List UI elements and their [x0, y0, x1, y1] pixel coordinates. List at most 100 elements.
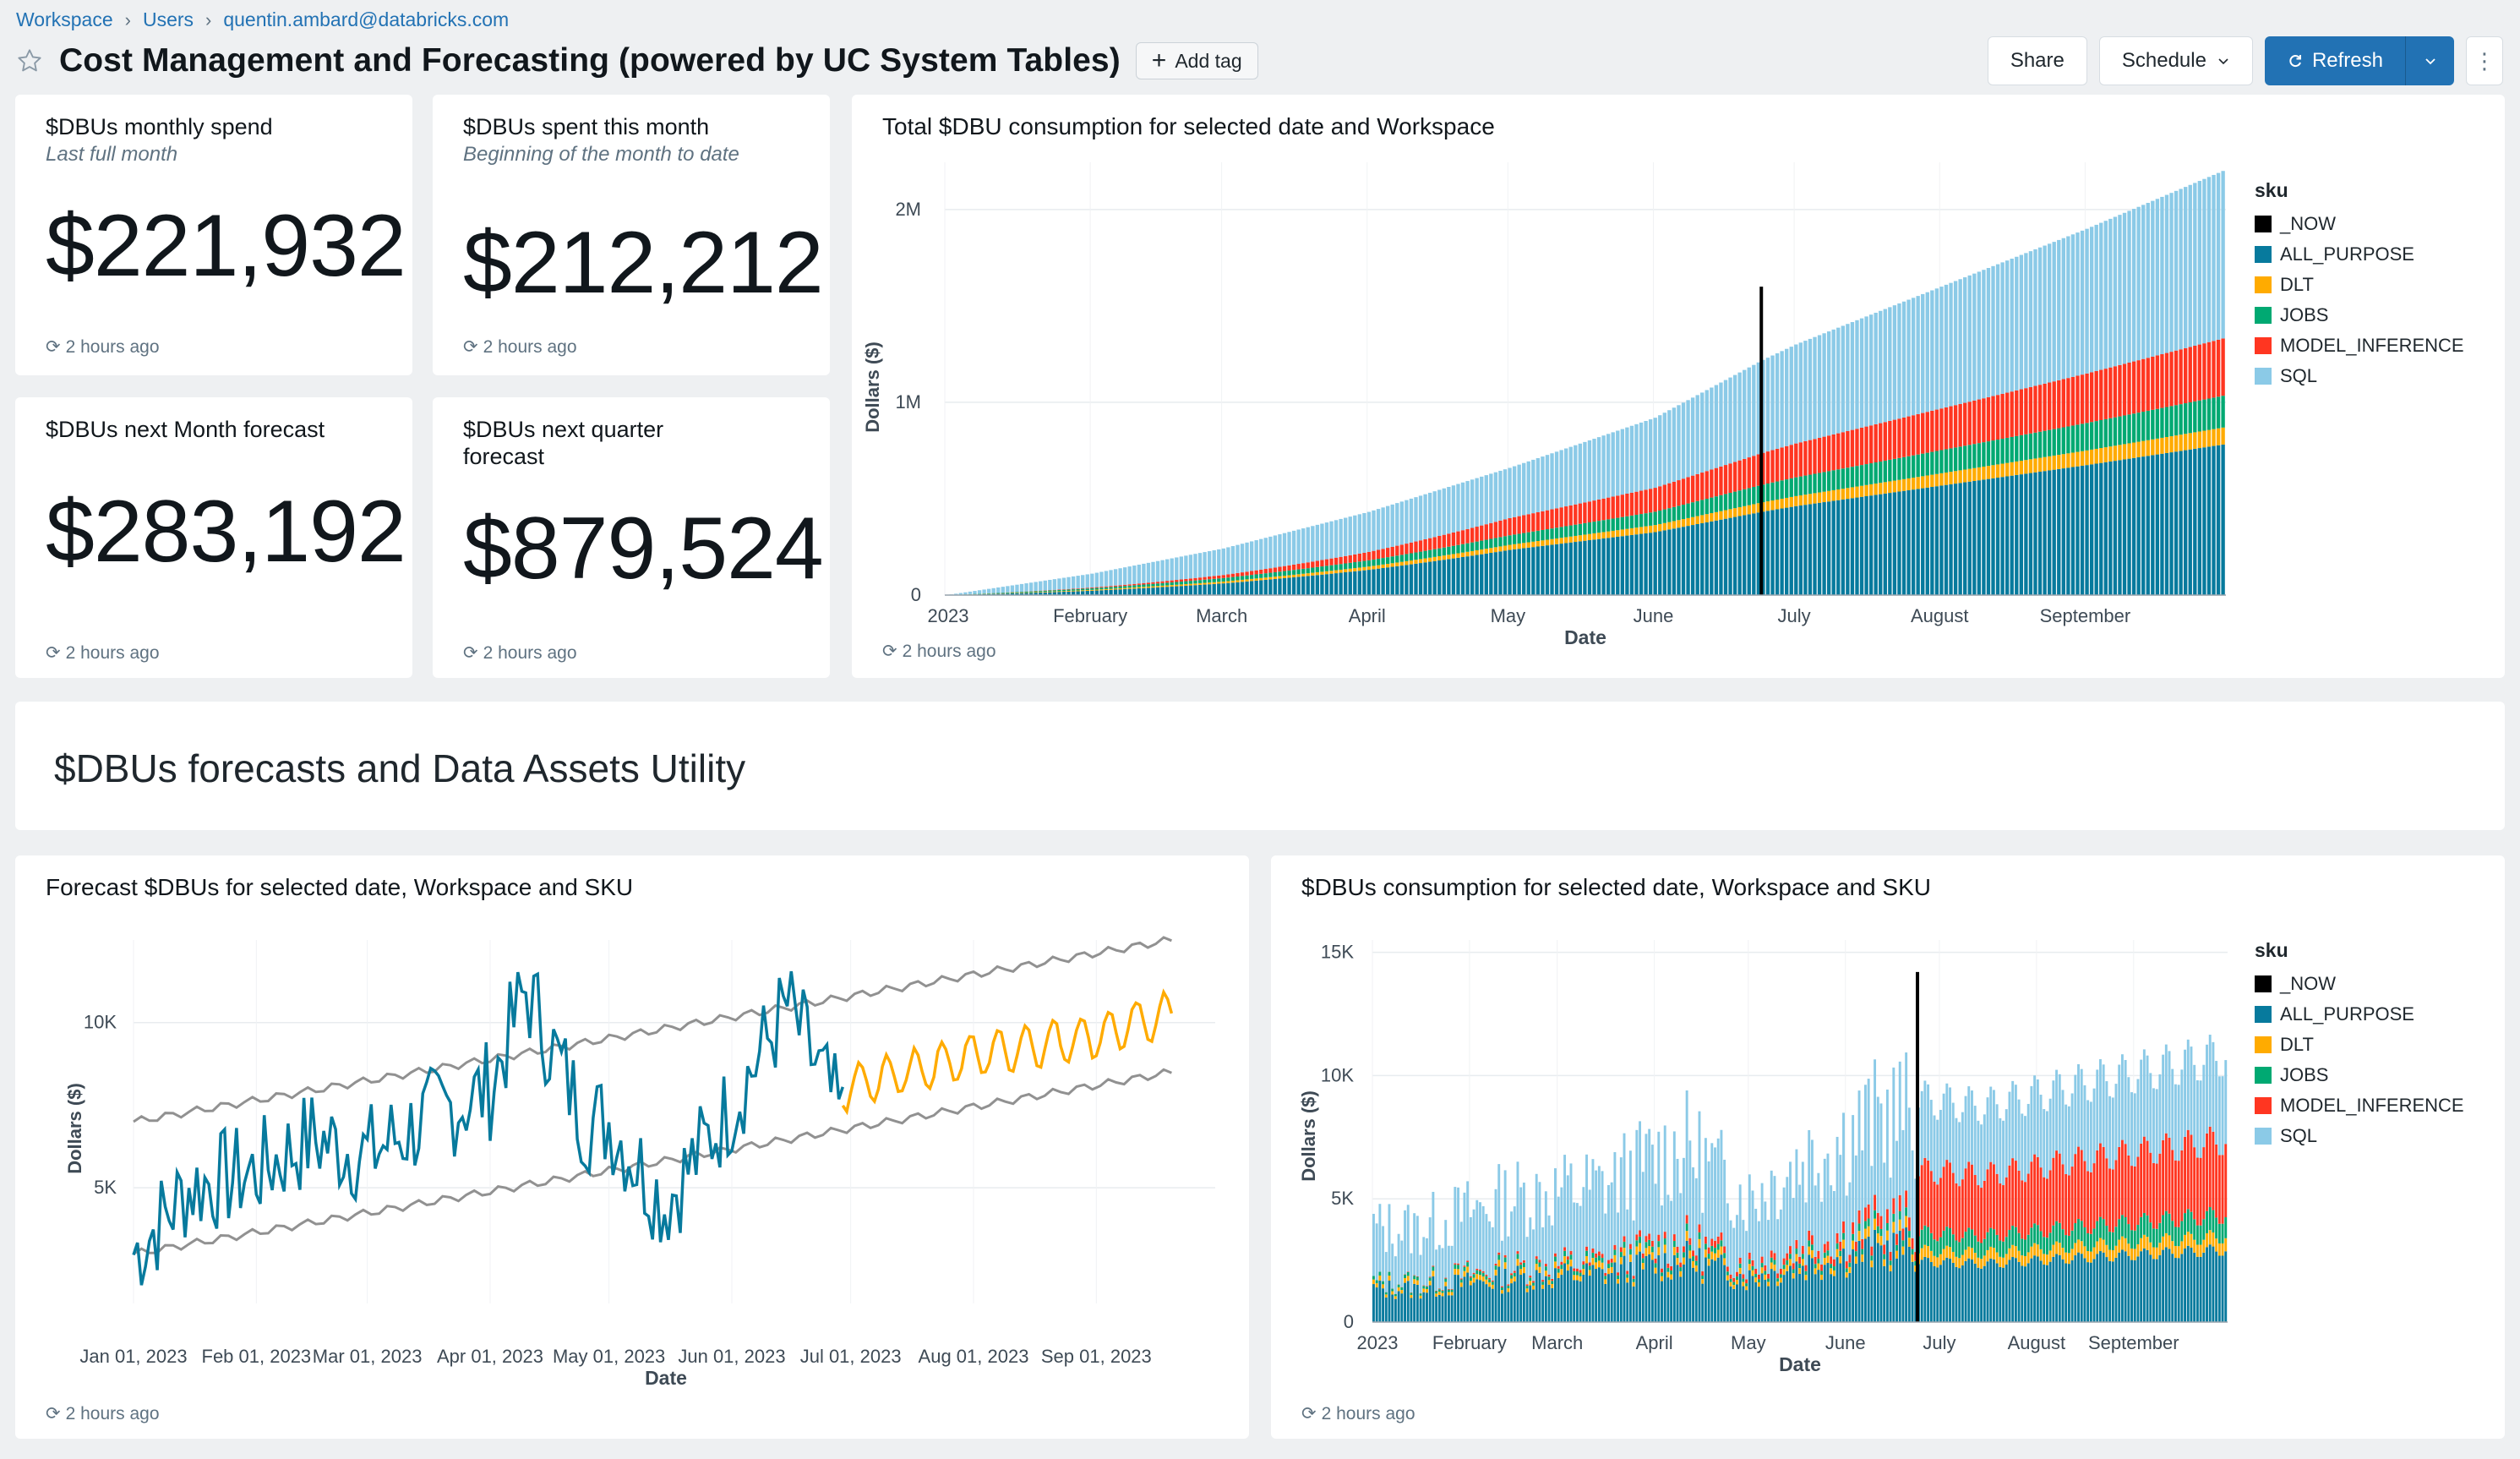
- bar-jobs: [1814, 1264, 1817, 1269]
- bar-sql: [1945, 1083, 1949, 1161]
- bar-jobs: [1748, 1259, 1751, 1265]
- bar-model_inference: [1575, 1268, 1579, 1272]
- bar-model_inference: [1701, 1271, 1705, 1276]
- bar-all_purpose: [1980, 1268, 1983, 1322]
- bar-sql: [1531, 459, 1535, 514]
- bar-all_purpose: [2052, 469, 2056, 595]
- bar-sql: [1470, 479, 1475, 528]
- bar-sql: [1525, 1237, 1529, 1285]
- add-tag-button[interactable]: + Add tag: [1135, 42, 1258, 79]
- bar-dlt: [2085, 450, 2089, 466]
- bar-jobs: [2075, 424, 2080, 452]
- bar-jobs: [1607, 1264, 1610, 1269]
- bar-dlt: [1967, 1246, 1971, 1259]
- bar-sql: [2146, 1055, 2149, 1141]
- bar-sql: [1510, 1211, 1514, 1274]
- x-tick-label: September: [2040, 605, 2131, 626]
- refresh-button[interactable]: Refresh: [2264, 36, 2405, 85]
- bar-model_inference: [1963, 402, 1967, 446]
- bar-jobs: [1874, 1210, 1877, 1219]
- bar-jobs: [1212, 578, 1216, 582]
- bar-dlt: [1870, 1260, 1874, 1268]
- bar-model_inference: [1798, 1256, 1802, 1264]
- bar-all_purpose: [1353, 571, 1357, 595]
- bar-dlt: [2195, 1244, 2199, 1257]
- bar-dlt: [1964, 1249, 1967, 1261]
- schedule-button[interactable]: Schedule: [2098, 36, 2253, 85]
- bar-jobs: [1034, 591, 1038, 593]
- breadcrumb-users[interactable]: Users: [142, 8, 194, 30]
- bar-all_purpose: [1406, 1281, 1410, 1322]
- bar-dlt: [2169, 436, 2174, 453]
- bar-dlt: [1249, 578, 1254, 582]
- bar-model_inference: [1662, 484, 1666, 510]
- bar-sql: [2066, 236, 2070, 379]
- bar-all_purpose: [1532, 1289, 1535, 1322]
- refresh-icon: ⟳: [46, 1404, 61, 1423]
- bar-jobs: [1653, 511, 1657, 526]
- bar-jobs: [1595, 1257, 1598, 1263]
- bar-jobs: [1278, 571, 1282, 576]
- bar-all_purpose: [1081, 591, 1085, 595]
- bar-model_inference: [1423, 538, 1427, 551]
- bar-jobs: [1971, 1229, 1973, 1249]
- bar-dlt: [1366, 566, 1372, 571]
- bar-model_inference: [1986, 1169, 1989, 1232]
- bar-sql: [1493, 472, 1498, 522]
- bar-dlt: [1692, 1260, 1695, 1268]
- breadcrumb-user-folder[interactable]: quentin.ambard@databricks.com: [223, 8, 510, 30]
- bar-model_inference: [1672, 1234, 1676, 1242]
- bar-all_purpose: [1648, 1254, 1651, 1322]
- star-icon[interactable]: [15, 46, 44, 75]
- bar-dlt: [2002, 1257, 2005, 1268]
- bar-jobs: [1526, 532, 1530, 543]
- bar-jobs: [2133, 1230, 2136, 1249]
- bar-model_inference: [1676, 1246, 1679, 1253]
- bar-jobs: [1588, 1265, 1591, 1270]
- bar-dlt: [1752, 504, 1756, 514]
- x-tick-label: March: [1196, 605, 1247, 626]
- bar-all_purpose: [1339, 572, 1343, 595]
- refresh-options-button[interactable]: [2405, 36, 2454, 85]
- bar-model_inference: [1854, 1242, 1857, 1252]
- bar-model_inference: [2184, 1136, 2187, 1214]
- bar-all_purpose: [1034, 593, 1038, 595]
- bar-dlt: [1876, 1233, 1879, 1243]
- bar-dlt: [2017, 1250, 2021, 1262]
- bar-dlt: [2058, 1243, 2061, 1255]
- counter-subtitle: Beginning of the month to date: [463, 143, 739, 166]
- bar-jobs: [1118, 586, 1122, 588]
- bar-all_purpose: [2094, 463, 2098, 595]
- bar-jobs: [1892, 458, 1897, 481]
- bar-all_purpose: [2186, 1245, 2190, 1322]
- bar-dlt: [1399, 561, 1405, 566]
- bar-all_purpose: [1550, 544, 1554, 595]
- bar-all_purpose: [1595, 1269, 1598, 1322]
- bar-jobs: [2136, 1225, 2140, 1245]
- bar-all_purpose: [1278, 578, 1282, 595]
- bar-sql: [1203, 552, 1207, 577]
- bar-sql: [2052, 1080, 2055, 1158]
- bar-sql: [1798, 1184, 1802, 1257]
- bar-dlt: [1395, 562, 1399, 566]
- bar-sql: [2014, 1085, 2017, 1161]
- bar-dlt: [2199, 1244, 2202, 1257]
- bar-all_purpose: [1945, 1257, 1949, 1322]
- bar-jobs: [1324, 566, 1329, 571]
- bar-jobs: [1775, 481, 1780, 500]
- bar-model_inference: [1249, 571, 1254, 576]
- bar-model_inference: [1193, 577, 1197, 581]
- bar-jobs: [2055, 1221, 2059, 1242]
- bar-jobs: [2085, 423, 2089, 451]
- bar-jobs: [1427, 549, 1432, 558]
- bar-jobs: [1522, 1262, 1525, 1268]
- bar-sql: [2028, 251, 2033, 387]
- more-options-button[interactable]: ⋮: [2466, 36, 2503, 85]
- share-button[interactable]: Share: [1987, 36, 2087, 85]
- bar-model_inference: [1535, 1256, 1538, 1260]
- bar-model_inference: [2217, 1155, 2221, 1224]
- bar-all_purpose: [1559, 544, 1563, 595]
- breadcrumb-workspace[interactable]: Workspace: [16, 8, 113, 30]
- bar-sql: [1406, 1205, 1410, 1272]
